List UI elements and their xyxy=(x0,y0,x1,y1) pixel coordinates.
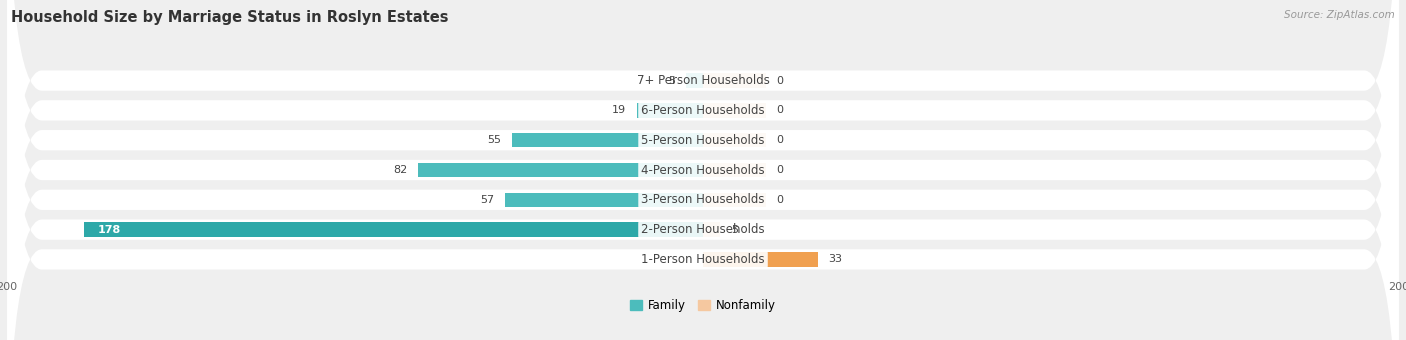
Text: 0: 0 xyxy=(776,105,783,115)
Bar xyxy=(703,103,766,118)
Text: 55: 55 xyxy=(486,135,501,145)
Text: 57: 57 xyxy=(479,195,495,205)
Text: 5: 5 xyxy=(731,225,738,235)
FancyBboxPatch shape xyxy=(7,0,1399,340)
Text: 4-Person Households: 4-Person Households xyxy=(641,164,765,176)
Bar xyxy=(703,222,720,237)
Bar xyxy=(83,222,703,237)
Text: 5-Person Households: 5-Person Households xyxy=(641,134,765,147)
Text: 6-Person Households: 6-Person Households xyxy=(641,104,765,117)
Text: 82: 82 xyxy=(392,165,408,175)
Bar xyxy=(703,193,766,207)
Text: 7+ Person Households: 7+ Person Households xyxy=(637,74,769,87)
FancyBboxPatch shape xyxy=(7,0,1399,340)
Bar xyxy=(418,163,703,177)
Text: 178: 178 xyxy=(97,225,121,235)
Text: 19: 19 xyxy=(613,105,627,115)
FancyBboxPatch shape xyxy=(7,0,1399,340)
Text: 0: 0 xyxy=(776,165,783,175)
FancyBboxPatch shape xyxy=(7,0,1399,340)
Text: Household Size by Marriage Status in Roslyn Estates: Household Size by Marriage Status in Ros… xyxy=(11,10,449,25)
Bar xyxy=(637,103,703,118)
Bar xyxy=(703,73,766,88)
Text: 0: 0 xyxy=(776,135,783,145)
Text: 3-Person Households: 3-Person Households xyxy=(641,193,765,206)
Bar xyxy=(512,133,703,147)
Bar xyxy=(505,193,703,207)
Bar xyxy=(703,133,766,147)
FancyBboxPatch shape xyxy=(7,0,1399,340)
Text: 2-Person Households: 2-Person Households xyxy=(641,223,765,236)
Text: 5: 5 xyxy=(668,75,675,86)
Text: 0: 0 xyxy=(776,75,783,86)
FancyBboxPatch shape xyxy=(7,0,1399,340)
Text: 1-Person Households: 1-Person Households xyxy=(641,253,765,266)
Bar xyxy=(686,73,703,88)
Legend: Family, Nonfamily: Family, Nonfamily xyxy=(630,299,776,312)
Text: Source: ZipAtlas.com: Source: ZipAtlas.com xyxy=(1284,10,1395,20)
Bar xyxy=(703,163,766,177)
Text: 0: 0 xyxy=(776,195,783,205)
Text: 33: 33 xyxy=(828,254,842,265)
Bar xyxy=(703,252,818,267)
FancyBboxPatch shape xyxy=(7,0,1399,340)
